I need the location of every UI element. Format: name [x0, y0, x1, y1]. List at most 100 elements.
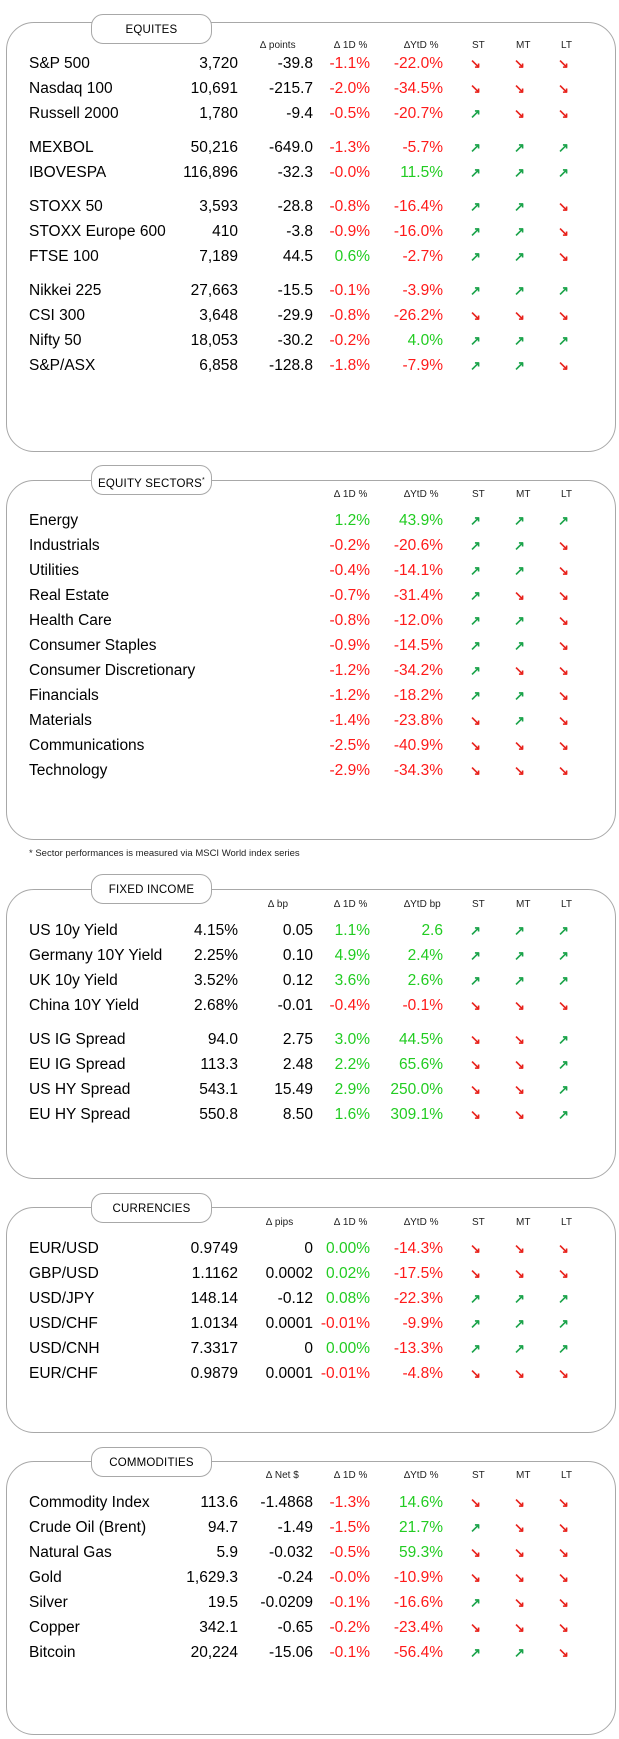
fixed-income-ytd-header: ∆YtD bp	[404, 899, 441, 910]
row-change-1d: -2.5%	[329, 737, 371, 754]
st-arrow-up-icon: ↗	[470, 283, 481, 298]
table-row: Nifty 50 18,053 -30.2 -0.2% 4.0% ↗ ↗ ↗	[0, 329, 619, 353]
row-change: 2.75	[282, 1031, 313, 1048]
row-value: 18,053	[190, 332, 238, 349]
equities-st-header: ST	[472, 40, 485, 51]
row-change: -0.24	[277, 1569, 313, 1586]
table-row: Crude Oil (Brent) 94.7 -1.49 -1.5% 21.7% ↗ ↘ ↘	[0, 1516, 619, 1540]
lt-arrow-down-icon: ↘	[558, 224, 569, 239]
row-value: 148.14	[190, 1290, 238, 1307]
row-change-ytd: -16.0%	[393, 223, 443, 240]
row-change-1d: -0.01%	[320, 1315, 370, 1332]
row-name: Russell 2000	[29, 105, 119, 122]
st-arrow-down-icon: ↘	[470, 1107, 481, 1122]
sectors-mt-header: MT	[516, 489, 531, 500]
row-change-1d: -1.4%	[329, 712, 371, 729]
row-change-1d: -0.9%	[329, 223, 371, 240]
mt-arrow-down-icon: ↘	[514, 1082, 525, 1097]
row-change: -128.8	[269, 357, 313, 374]
row-name: EUR/USD	[29, 1240, 99, 1257]
row-change: 0.10	[282, 947, 313, 964]
row-name: Nifty 50	[29, 332, 82, 349]
row-change-1d: -0.2%	[329, 1619, 371, 1636]
mt-arrow-down-icon: ↘	[514, 1057, 525, 1072]
table-row: Commodity Index 113.6 -1.4868 -1.3% 14.6% ↘ ↘ ↘	[0, 1491, 619, 1515]
row-change: 0.05	[282, 922, 313, 939]
st-arrow-up-icon: ↗	[470, 224, 481, 239]
mt-arrow-down-icon: ↘	[514, 1495, 525, 1510]
table-row: S&P/ASX 6,858 -128.8 -1.8% -7.9% ↗ ↗ ↘	[0, 354, 619, 378]
row-change: -1.4868	[260, 1494, 313, 1511]
row-change-ytd: -34.3%	[393, 762, 443, 779]
row-change-ytd: -16.4%	[393, 198, 443, 215]
row-name: Nasdaq 100	[29, 80, 113, 97]
table-row: US IG Spread 94.0 2.75 3.0% 44.5% ↘ ↘ ↗	[0, 1028, 619, 1052]
commodities-title: COMMODITIES	[91, 1447, 212, 1477]
table-row: IBOVESPA 116,896 -32.3 -0.0% 11.5% ↗ ↗ ↗	[0, 161, 619, 185]
row-name: Silver	[29, 1594, 68, 1611]
row-change-1d: -0.7%	[329, 587, 371, 604]
table-row: Health Care -0.8% -12.0% ↗ ↗ ↘	[0, 609, 619, 633]
row-name: Materials	[29, 712, 92, 729]
row-change-1d: -0.0%	[329, 1569, 371, 1586]
fixed-income-d1-header: ∆ 1D %	[334, 899, 368, 910]
lt-arrow-down-icon: ↘	[558, 538, 569, 553]
row-change-ytd: -10.9%	[393, 1569, 443, 1586]
st-arrow-down-icon: ↘	[470, 308, 481, 323]
row-change-ytd: 11.5%	[400, 164, 443, 181]
lt-arrow-up-icon: ↗	[558, 165, 569, 180]
sectors-title-text: EQUITY SECTORS	[98, 477, 203, 490]
row-name: Technology	[29, 762, 108, 779]
row-change-ytd: 14.6%	[399, 1494, 443, 1511]
mt-arrow-down-icon: ↘	[514, 1545, 525, 1560]
lt-arrow-down-icon: ↘	[558, 1570, 569, 1585]
row-name: Germany 10Y Yield	[29, 947, 163, 964]
table-row: US 10y Yield 4.15% 0.05 1.1% 2.6 ↗ ↗ ↗	[0, 919, 619, 943]
row-name: EUR/CHF	[29, 1365, 98, 1382]
mt-arrow-up-icon: ↗	[514, 333, 525, 348]
row-change-ytd: -3.9%	[402, 282, 444, 299]
row-change-ytd: -5.7%	[402, 139, 444, 156]
fixed-income-panel	[6, 889, 616, 1179]
row-name: S&P 500	[29, 55, 90, 72]
row-change-1d: 4.9%	[334, 947, 370, 964]
fixed-income-st-header: ST	[472, 899, 485, 910]
lt-arrow-down-icon: ↘	[558, 613, 569, 628]
st-arrow-up-icon: ↗	[470, 563, 481, 578]
row-change-ytd: -14.3%	[393, 1240, 443, 1257]
lt-arrow-up-icon: ↗	[558, 513, 569, 528]
row-change-1d: -0.4%	[329, 997, 371, 1014]
row-change-1d: -1.3%	[329, 1494, 371, 1511]
table-row: Copper 342.1 -0.65 -0.2% -23.4% ↘ ↘ ↘	[0, 1616, 619, 1640]
equities-change-header: ∆ points	[260, 40, 296, 51]
row-value: 1,629.3	[186, 1569, 238, 1586]
row-name: Nikkei 225	[29, 282, 102, 299]
commodities-panel	[6, 1461, 616, 1735]
mt-arrow-up-icon: ↗	[514, 358, 525, 373]
row-change: 0.0001	[265, 1315, 313, 1332]
row-name: US IG Spread	[29, 1031, 126, 1048]
row-name: UK 10y Yield	[29, 972, 118, 989]
lt-arrow-down-icon: ↘	[558, 588, 569, 603]
row-change-ytd: -22.3%	[393, 1290, 443, 1307]
table-row: MEXBOL 50,216 -649.0 -1.3% -5.7% ↗ ↗ ↗	[0, 136, 619, 160]
row-value: 1.0134	[190, 1315, 238, 1332]
row-change-1d: 0.6%	[334, 248, 370, 265]
row-change-ytd: -13.3%	[393, 1340, 443, 1357]
lt-arrow-down-icon: ↘	[558, 358, 569, 373]
st-arrow-up-icon: ↗	[470, 249, 481, 264]
currencies-ytd-header: ∆YtD %	[404, 1217, 439, 1228]
row-change-ytd: 250.0%	[390, 1081, 443, 1098]
row-change: 44.5	[282, 248, 313, 265]
mt-arrow-up-icon: ↗	[514, 613, 525, 628]
row-change-ytd: -23.4%	[393, 1619, 443, 1636]
row-change-ytd: -20.7%	[393, 105, 443, 122]
row-change-1d: 0.08%	[326, 1290, 370, 1307]
row-name: Industrials	[29, 537, 100, 554]
row-change: 0.0001	[265, 1365, 313, 1382]
st-arrow-down-icon: ↘	[470, 1032, 481, 1047]
lt-arrow-up-icon: ↗	[558, 923, 569, 938]
row-change: 0.12	[282, 972, 313, 989]
row-value: 113.3	[200, 1056, 238, 1073]
st-arrow-up-icon: ↗	[470, 358, 481, 373]
